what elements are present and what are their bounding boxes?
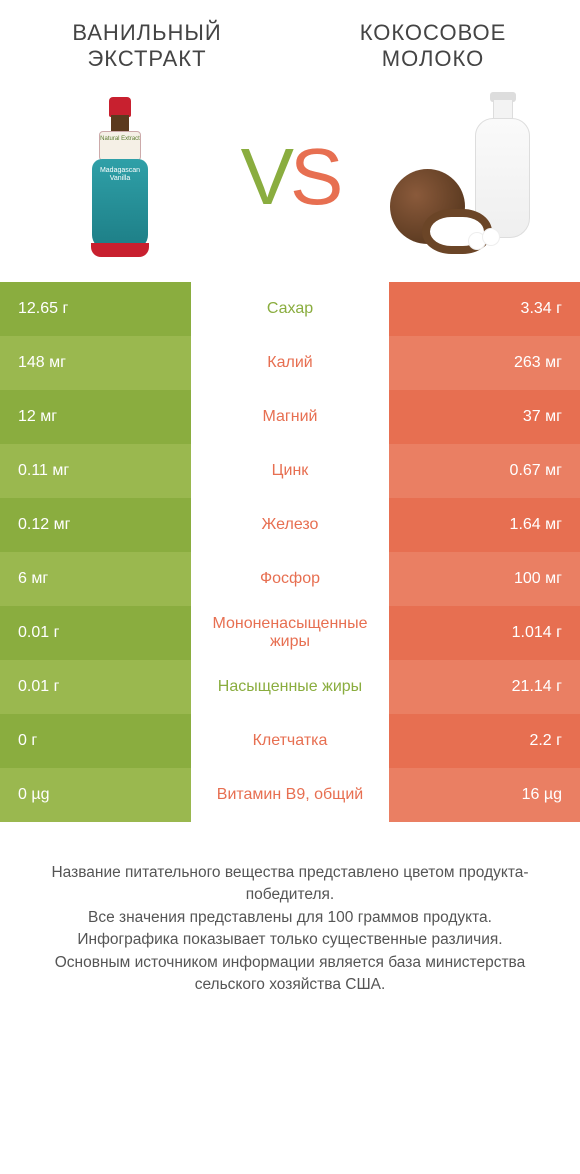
nutrient-name: Витамин B9, общий xyxy=(191,768,388,822)
footer-line: Инфографика показывает только существенн… xyxy=(24,929,556,951)
vs-s: S xyxy=(290,132,339,221)
table-row: 0.12 мгЖелезо1.64 мг xyxy=(0,498,580,552)
nutrient-name: Насыщенные жиры xyxy=(191,660,388,714)
table-row: 0.01 гНасыщенные жиры21.14 г xyxy=(0,660,580,714)
left-value: 6 мг xyxy=(0,552,191,606)
table-row: 0.01 гМононенасыщенные жиры1.014 г xyxy=(0,606,580,660)
right-value: 1.014 г xyxy=(389,606,580,660)
right-value: 100 мг xyxy=(389,552,580,606)
table-row: 0.11 мгЦинк0.67 мг xyxy=(0,444,580,498)
left-product-image: Natural Extract xyxy=(40,87,200,267)
nutrient-name: Мононенасыщенные жиры xyxy=(191,606,388,660)
nutrient-name: Цинк xyxy=(191,444,388,498)
left-value: 0.01 г xyxy=(0,660,191,714)
right-value: 16 µg xyxy=(389,768,580,822)
right-value: 21.14 г xyxy=(389,660,580,714)
left-value: 12.65 г xyxy=(0,282,191,336)
coconut-milk-icon xyxy=(380,92,540,262)
footer-line: Название питательного вещества представл… xyxy=(24,862,556,907)
nutrient-name: Сахар xyxy=(191,282,388,336)
nutrient-name: Железо xyxy=(191,498,388,552)
table-row: 148 мгКалий263 мг xyxy=(0,336,580,390)
left-value: 0.01 г xyxy=(0,606,191,660)
right-value: 0.67 мг xyxy=(389,444,580,498)
nutrient-name: Магний xyxy=(191,390,388,444)
right-value: 263 мг xyxy=(389,336,580,390)
footer-notes: Название питательного вещества представл… xyxy=(0,822,580,997)
nutrient-name: Фосфор xyxy=(191,552,388,606)
left-value: 0.11 мг xyxy=(0,444,191,498)
vs-label: VS xyxy=(241,131,340,223)
nutrient-table: 12.65 гСахар3.34 г148 мгКалий263 мг12 мг… xyxy=(0,282,580,822)
right-product-image xyxy=(380,87,540,267)
table-row: 6 мгФосфор100 мг xyxy=(0,552,580,606)
right-product-title: Кокосовое молоко xyxy=(316,20,550,72)
images-row: Natural Extract VS xyxy=(0,82,580,282)
left-value: 12 мг xyxy=(0,390,191,444)
left-value: 0.12 мг xyxy=(0,498,191,552)
vanilla-bottle-icon: Natural Extract xyxy=(90,97,150,257)
left-product-title: Ванильный экстракт xyxy=(30,20,264,72)
nutrient-name: Клетчатка xyxy=(191,714,388,768)
vs-v: V xyxy=(241,132,290,221)
footer-line: Все значения представлены для 100 граммо… xyxy=(24,907,556,929)
nutrient-name: Калий xyxy=(191,336,388,390)
comparison-header: Ванильный экстракт Кокосовое молоко xyxy=(0,0,580,82)
left-value: 0 µg xyxy=(0,768,191,822)
left-value: 0 г xyxy=(0,714,191,768)
table-row: 0 гКлетчатка2.2 г xyxy=(0,714,580,768)
right-value: 3.34 г xyxy=(389,282,580,336)
right-value: 2.2 г xyxy=(389,714,580,768)
table-row: 0 µgВитамин B9, общий16 µg xyxy=(0,768,580,822)
right-value: 1.64 мг xyxy=(389,498,580,552)
left-value: 148 мг xyxy=(0,336,191,390)
table-row: 12 мгМагний37 мг xyxy=(0,390,580,444)
right-value: 37 мг xyxy=(389,390,580,444)
table-row: 12.65 гСахар3.34 г xyxy=(0,282,580,336)
footer-line: Основным источником информации является … xyxy=(24,952,556,997)
